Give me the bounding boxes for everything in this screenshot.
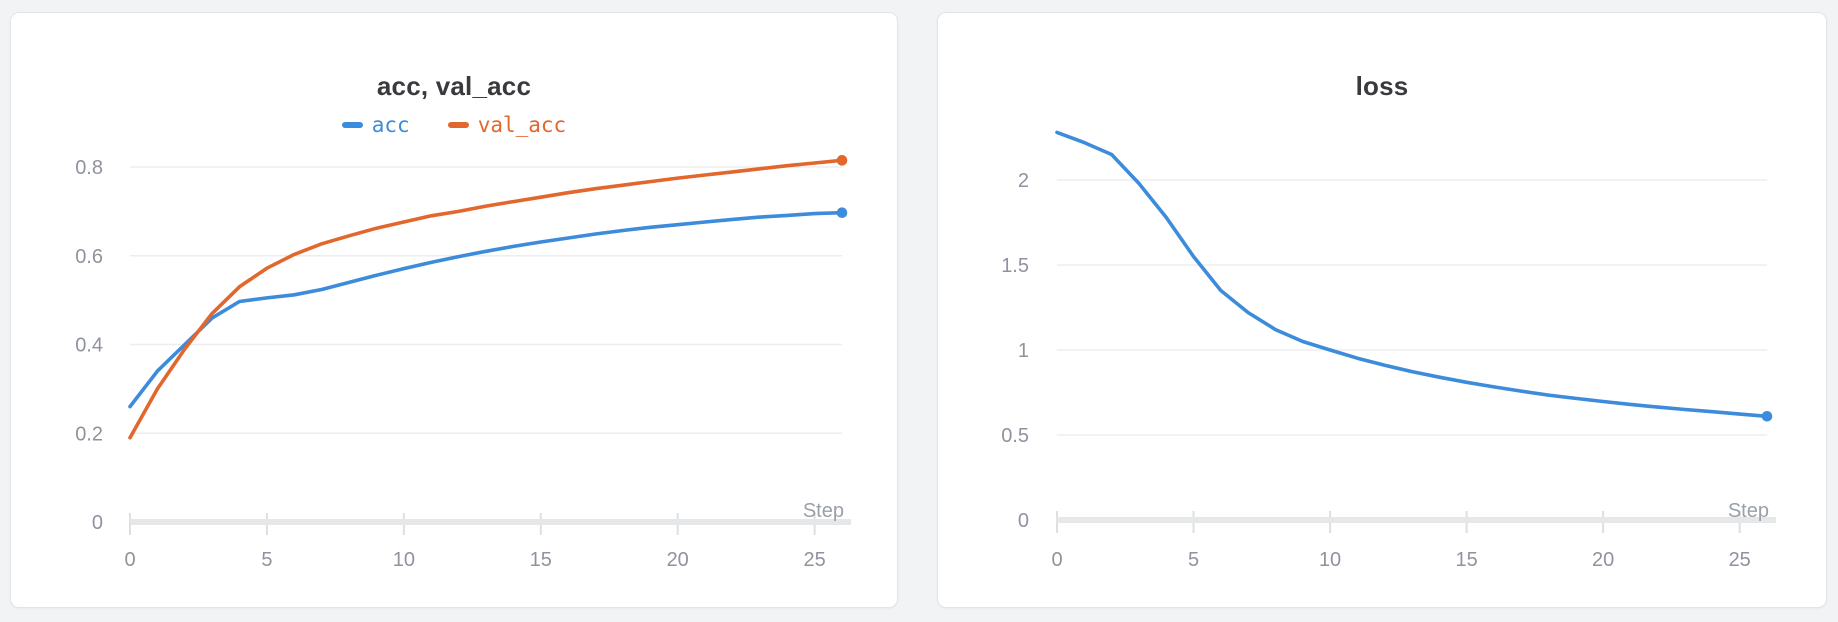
series-line-acc[interactable] (128, 210, 844, 409)
x-tick-label: 20 (1592, 549, 1614, 571)
x-tick-label: 20 (667, 549, 689, 571)
x-tick-label: 25 (803, 549, 825, 571)
x-tick-label: 0 (124, 549, 135, 571)
y-tick-label: 0.5 (1001, 425, 1029, 447)
x-tick-label: 5 (261, 549, 272, 571)
y-tick-label: 0.4 (75, 335, 103, 357)
legend-item-val_acc: val_acc (447, 113, 567, 137)
x-axis-title: Step (803, 500, 844, 522)
legend-label-val_acc: val_acc (477, 113, 567, 137)
y-tick-label: 0.8 (75, 157, 103, 179)
x-tick-label: 25 (1729, 549, 1751, 571)
legend-label-acc: acc (371, 113, 410, 137)
y-tick-label: 0.6 (75, 246, 103, 268)
line-chart-acc-val-acc[interactable]: 0 0.2 0.4 0.6 0.8 0 5 10 15 20 25 Step (11, 13, 897, 607)
panel-loss[interactable]: loss 0 0.5 1 1.5 2 0 5 10 15 20 25 Step (937, 12, 1827, 608)
legend-swatch-acc (341, 122, 363, 128)
y-tick-label: 2 (1018, 170, 1029, 192)
series-line-loss[interactable] (1055, 130, 1769, 419)
y-tick-label: 0 (92, 512, 103, 534)
panel-acc-val-acc[interactable]: acc, val_acc acc val_acc 0 0.2 0.4 0.6 0.8 0 5 1… (10, 12, 898, 608)
panel-title: loss (1355, 71, 1409, 101)
panel-title: acc, val_acc (376, 71, 532, 101)
series-end-dot-loss[interactable] (1761, 411, 1773, 422)
x-tick-label: 15 (530, 549, 552, 571)
y-tick-label: 1 (1018, 340, 1029, 362)
x-tick-label: 0 (1051, 549, 1062, 571)
x-tick-label: 5 (1188, 549, 1199, 571)
legend: acc val_acc (11, 113, 897, 137)
x-tick-label: 10 (393, 549, 415, 571)
y-tick-label: 1.5 (1001, 255, 1029, 277)
x-axis-title: Step (1728, 500, 1769, 522)
y-tick-label: 0.2 (75, 423, 103, 445)
series-end-dot-val_acc[interactable] (836, 155, 848, 166)
series-line-val_acc[interactable] (128, 158, 844, 440)
x-tick-label: 10 (1319, 549, 1341, 571)
y-tick-label: 0 (1018, 510, 1029, 532)
legend-swatch-val_acc (447, 122, 469, 128)
series-end-dot-acc[interactable] (836, 207, 848, 219)
x-tick-label: 15 (1455, 549, 1477, 571)
legend-item-acc: acc (341, 113, 410, 137)
